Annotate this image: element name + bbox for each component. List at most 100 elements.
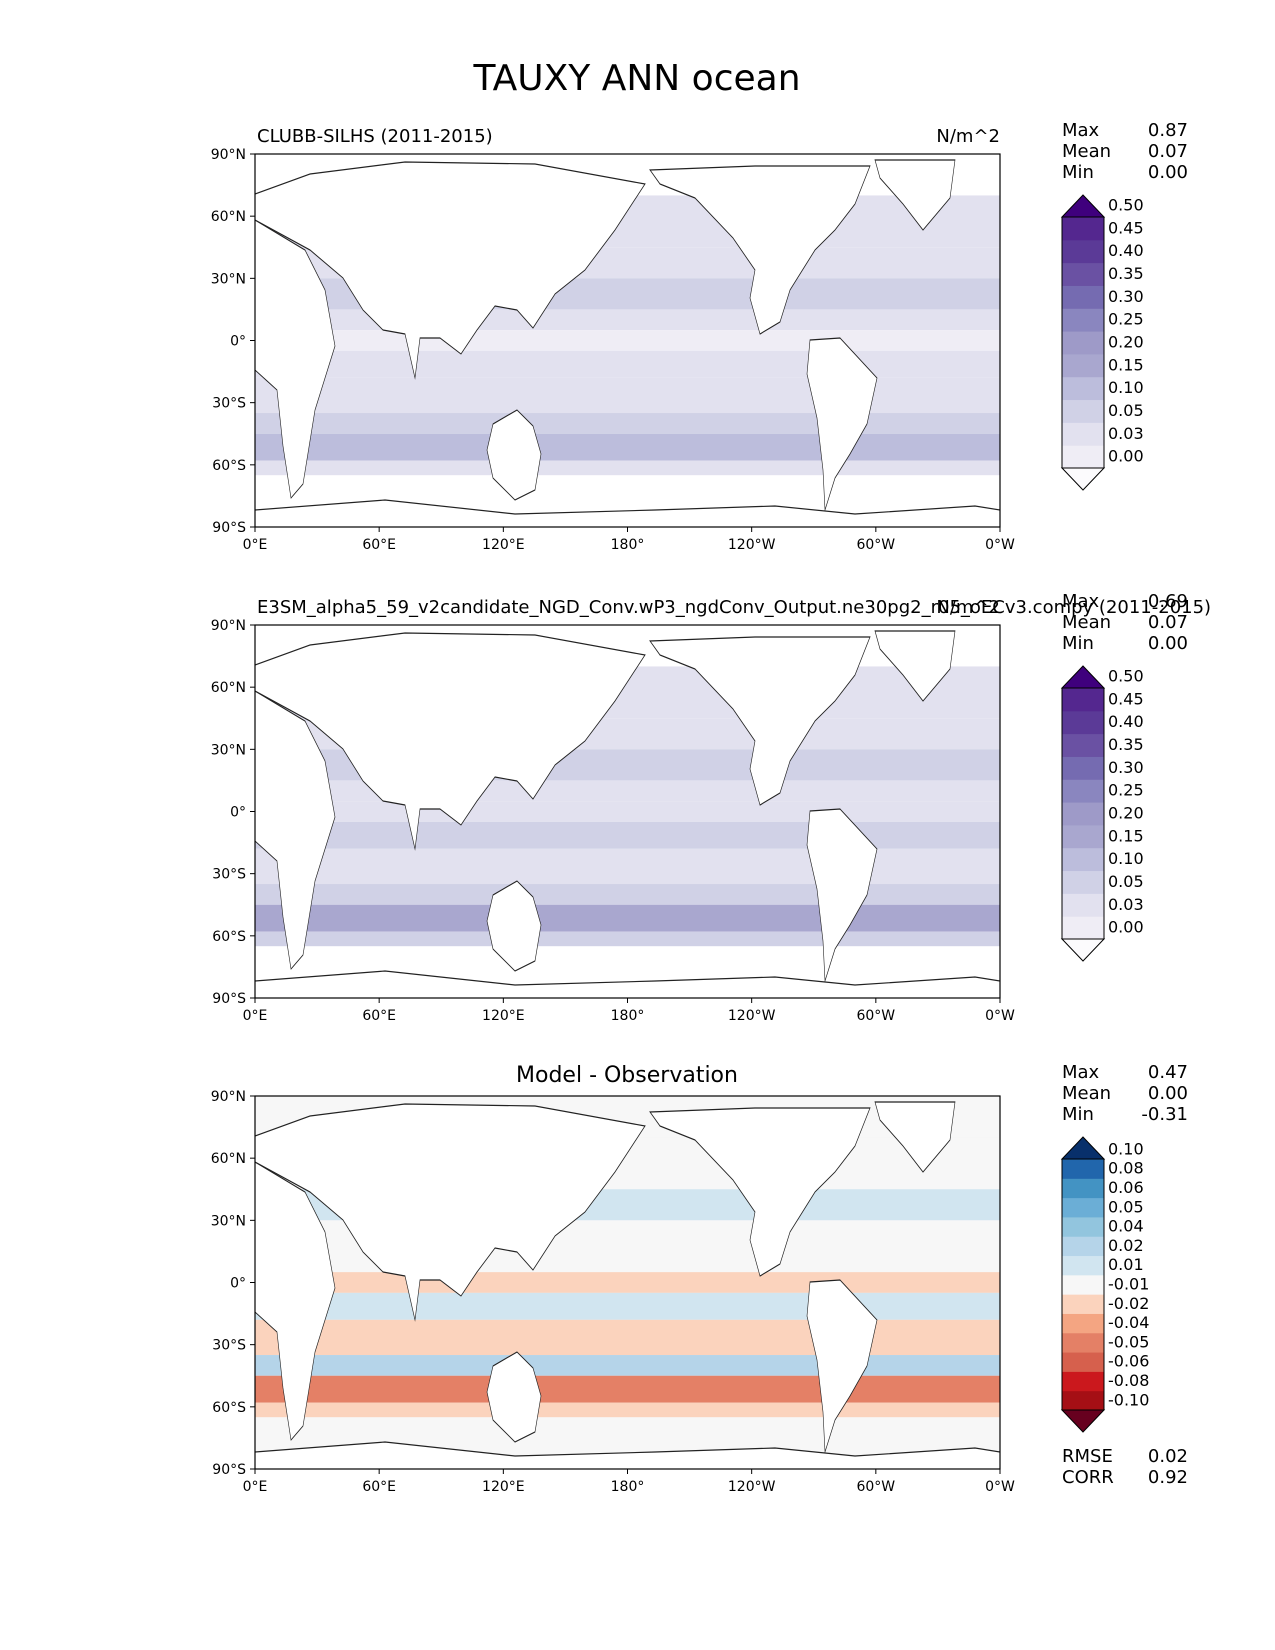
zonal-band-6 xyxy=(255,377,1000,414)
zonal-band-7 xyxy=(255,413,1000,434)
zonal-band-4 xyxy=(255,1272,1000,1293)
lon-tick-label: 180° xyxy=(611,1008,645,1024)
colorbar-tick-label: 0.40 xyxy=(1108,712,1144,731)
colorbar-segment xyxy=(1062,331,1104,355)
colorbar-segment xyxy=(1062,893,1104,917)
zonal-band-5 xyxy=(255,350,1000,378)
colorbar-segment xyxy=(1062,847,1104,872)
zonal-band-5 xyxy=(255,1292,1000,1320)
panel-1-map xyxy=(255,154,1000,527)
zonal-band-6 xyxy=(255,848,1000,885)
colorbar-segment xyxy=(1062,445,1104,469)
stat-rmse-label: RMSE xyxy=(1062,1446,1113,1467)
colorbar-segment xyxy=(1062,1313,1104,1334)
lon-tick-label: 60°W xyxy=(856,1479,895,1495)
colorbar-tick-label: -0.08 xyxy=(1108,1371,1149,1390)
zonal-band-8 xyxy=(255,433,1000,461)
zonal-band-8 xyxy=(255,904,1000,932)
stat-corr-value: 0.92 xyxy=(1148,1467,1188,1488)
lat-tick-label: 30°N xyxy=(211,742,246,758)
colorbar-extend-low xyxy=(1060,938,1106,962)
colorbar-tick-label: 0.50 xyxy=(1108,667,1144,686)
lat-tick-label: 60°N xyxy=(211,1151,246,1167)
colorbar-frame xyxy=(1061,687,1105,940)
colorbar-segment xyxy=(1062,688,1104,712)
zonal-band-7 xyxy=(255,884,1000,905)
panel-2-map xyxy=(255,625,1000,998)
colorbar-segment xyxy=(1062,217,1104,241)
zonal-band-8 xyxy=(255,1375,1000,1403)
panel-1-axes: 90°N 60°N 30°N 0° 30°S 60°S 90°S0°E 60°E 120°E 18… xyxy=(211,147,1015,553)
colorbar-segment xyxy=(1062,1236,1104,1257)
colorbar-segment xyxy=(1062,802,1104,826)
lat-tick-label: 90°S xyxy=(212,1462,246,1478)
colorbar-segment xyxy=(1062,1294,1104,1314)
panel-3-title: Model - Observation xyxy=(516,1063,738,1088)
lon-tick-label: 0°E xyxy=(243,1479,268,1495)
stat-mean-label: Mean xyxy=(1062,141,1111,162)
lat-tick-label: 90°N xyxy=(211,147,246,163)
colorbar-tick-label: 0.04 xyxy=(1108,1217,1144,1236)
stat-corr-label: CORR xyxy=(1062,1467,1114,1488)
colorbar-extend-low xyxy=(1060,467,1106,491)
stat-mean-value: 0.07 xyxy=(1148,612,1188,633)
colorbar-segment xyxy=(1062,870,1104,894)
colorbar-tick-label: 0.02 xyxy=(1108,1236,1144,1255)
stat-max-value: 0.87 xyxy=(1148,120,1188,141)
panel-1-stats: Max 0.87 Mean 0.07 Min 0.00 xyxy=(1062,120,1188,183)
panel-3-colorbar: -0.10-0.08-0.06-0.05-0.04-0.02-0.010.010… xyxy=(1060,1136,1149,1433)
colorbar-segment xyxy=(1062,1216,1104,1237)
lon-tick-label: 180° xyxy=(611,537,645,553)
stat-max-label: Max xyxy=(1062,591,1100,612)
lon-tick-label: 120°W xyxy=(728,537,776,553)
stat-min-value: -0.31 xyxy=(1141,1104,1188,1125)
lon-tick-label: 0°E xyxy=(243,537,268,553)
stat-mean-value: 0.07 xyxy=(1148,141,1188,162)
lon-tick-label: 0°W xyxy=(985,537,1015,553)
colorbar-tick-label: 0.25 xyxy=(1108,781,1144,800)
panel-2-colorbar: 0.00 0.03 0.05 0.10 0.15 0.20 0.25 0.30 0.35 0.40… xyxy=(1060,665,1144,962)
colorbar-tick-label: 0.10 xyxy=(1108,849,1144,868)
stat-max-label: Max xyxy=(1062,1062,1100,1083)
colorbar-tick-label: 0.03 xyxy=(1108,424,1144,443)
colorbar-tick-label: 0.50 xyxy=(1108,196,1144,215)
zonal-band-5 xyxy=(255,821,1000,849)
colorbar-tick-label: 0.03 xyxy=(1108,895,1144,914)
stat-rmse-value: 0.02 xyxy=(1148,1446,1188,1467)
lon-tick-label: 0°W xyxy=(985,1008,1015,1024)
colorbar-extend-high xyxy=(1060,194,1106,218)
lon-tick-label: 120°E xyxy=(482,1479,525,1495)
stat-mean-label: Mean xyxy=(1062,612,1111,633)
stat-max-label: Max xyxy=(1062,120,1100,141)
colorbar-segment xyxy=(1062,756,1104,780)
panel-3-axes: 90°N 60°N 30°N 0° 30°S 60°S 90°S0°E 60°E 120°E 18… xyxy=(211,1089,1015,1495)
colorbar-segment xyxy=(1062,733,1104,757)
stat-mean-value: 0.00 xyxy=(1148,1083,1188,1104)
lat-tick-label: 60°N xyxy=(211,680,246,696)
panel-2-stats: Max 0.69 Mean 0.07 Min 0.00 xyxy=(1062,591,1188,654)
zonal-band-4 xyxy=(255,801,1000,822)
lat-tick-label: 30°S xyxy=(212,1338,246,1354)
colorbar-extend-high xyxy=(1060,1136,1106,1160)
colorbar-segment xyxy=(1062,779,1104,803)
colorbar-segment xyxy=(1062,399,1104,423)
panel-3-field xyxy=(255,1137,1000,1418)
stat-min-label: Min xyxy=(1062,162,1094,183)
lon-tick-label: 60°W xyxy=(856,537,895,553)
panel-1: CLUBB-SILHS (2011-2015) N/m^2 90°N 60°N 30… xyxy=(211,120,1188,553)
colorbar-segment xyxy=(1062,824,1104,849)
colorbar-frame xyxy=(1061,216,1105,469)
colorbar-tick-label: -0.02 xyxy=(1108,1294,1149,1313)
colorbar-segment xyxy=(1062,1274,1104,1295)
colorbar-tick-label: 0.45 xyxy=(1108,689,1144,708)
colorbar-tick-label: -0.06 xyxy=(1108,1352,1149,1371)
figure-title: TAUXY ANN ocean xyxy=(472,58,800,99)
zonal-band-6 xyxy=(255,1319,1000,1356)
lat-tick-label: 0° xyxy=(230,334,246,350)
colorbar-tick-label: 0.30 xyxy=(1108,287,1144,306)
colorbar-segment xyxy=(1062,1352,1104,1372)
colorbar-tick-label: 0.06 xyxy=(1108,1178,1144,1197)
lat-tick-label: 90°N xyxy=(211,618,246,634)
zonal-band-7 xyxy=(255,1355,1000,1376)
zonal-band-4 xyxy=(255,330,1000,351)
